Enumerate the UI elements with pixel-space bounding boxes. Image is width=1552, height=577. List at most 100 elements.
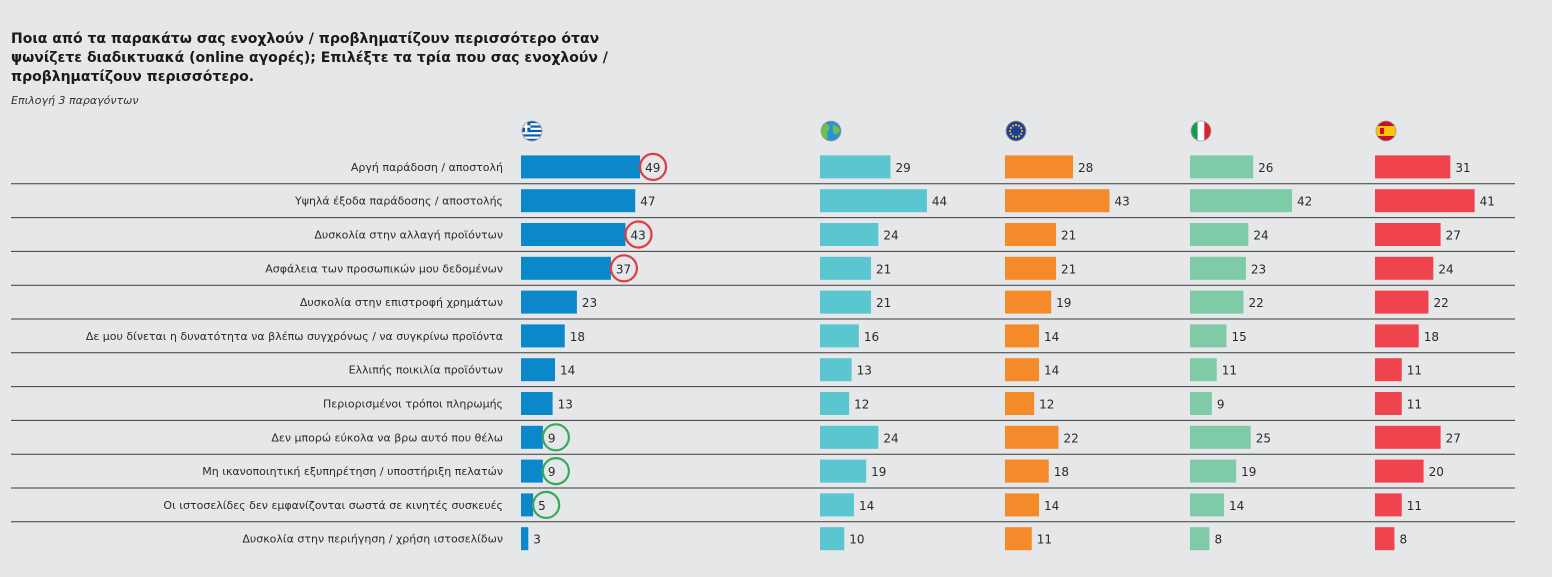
value-label: 14	[859, 499, 874, 513]
value-label: 14	[560, 364, 575, 378]
value-label: 9	[548, 465, 556, 479]
value-label: 41	[1480, 195, 1495, 209]
chart-title: Ποια από τα παρακάτω σας ενοχλούν / προβ…	[11, 31, 608, 85]
bar	[1190, 256, 1246, 280]
bar	[521, 358, 556, 382]
value-label: 9	[1217, 398, 1225, 412]
bar	[820, 493, 855, 517]
value-label: 21	[1061, 262, 1076, 276]
value-label: 24	[1438, 262, 1453, 276]
bar	[1005, 358, 1040, 382]
bar	[1375, 425, 1441, 449]
bar	[521, 256, 611, 280]
bar	[1005, 223, 1057, 246]
bar	[1375, 223, 1441, 246]
category-label: Ασφάλεια των προσωπικών μου δεδομένων	[265, 262, 503, 275]
bar	[521, 392, 553, 415]
bar	[820, 189, 927, 213]
bar	[521, 189, 636, 213]
category-label: Δυσκολία στην αλλαγή προϊόντων	[314, 229, 503, 242]
bar	[820, 256, 872, 280]
value-label: 37	[616, 262, 631, 276]
value-label: 11	[1222, 364, 1237, 378]
category-label: Δυσκολία στην επιστροφή χρημάτων	[300, 296, 503, 309]
value-label: 11	[1407, 398, 1422, 412]
bar	[820, 358, 852, 382]
value-label: 12	[1039, 398, 1054, 412]
highlight-circle	[638, 152, 668, 181]
value-label: 21	[1061, 229, 1076, 243]
category-label: Δεν μπορώ εύκολα να βρω αυτό που θέλω	[271, 431, 503, 444]
value-label: 11	[1407, 364, 1422, 378]
value-label: 8	[1399, 533, 1407, 547]
bar	[521, 425, 543, 449]
icon-ring	[1375, 120, 1397, 142]
category-label: Δε μου δίνεται η δυνατότητα να βλέπω συγ…	[86, 330, 503, 343]
bar	[1190, 392, 1212, 415]
bar	[1190, 459, 1237, 483]
value-label: 14	[1044, 330, 1059, 344]
bar	[1005, 493, 1040, 517]
category-label: Περιορισμένοι τρόποι πληρωμής	[323, 398, 503, 411]
value-label: 42	[1297, 195, 1312, 209]
eu-flag-icon	[1006, 121, 1026, 141]
bar	[820, 223, 879, 246]
spain-flag-icon	[1376, 121, 1396, 141]
value-label: 19	[871, 465, 886, 479]
category-label: Μη ικανοποιητική εξυπηρέτηση / υποστήριξ…	[202, 465, 503, 478]
bar	[1375, 189, 1475, 213]
bar	[1190, 324, 1227, 348]
category-label: Οι ιστοσελίδες δεν εμφανίζονται σωστά σε…	[163, 499, 503, 512]
bar	[820, 290, 872, 314]
bar	[521, 290, 577, 314]
bar	[1375, 256, 1434, 280]
value-label: 12	[854, 398, 869, 412]
bar	[1005, 459, 1049, 483]
value-label: 18	[1054, 465, 1069, 479]
bar	[1190, 223, 1249, 246]
value-label: 24	[883, 431, 898, 445]
value-label: 14	[1044, 499, 1059, 513]
value-label: 26	[1258, 161, 1273, 175]
bar	[1375, 155, 1451, 179]
icon-ring	[521, 120, 543, 142]
bar	[1190, 290, 1244, 314]
value-label: 27	[1446, 431, 1461, 445]
value-label: 22	[1248, 296, 1263, 310]
category-label: Υψηλά έξοδα παράδοσης / αποστολής	[294, 195, 503, 208]
bar	[1190, 493, 1225, 517]
value-label: 21	[876, 262, 891, 276]
bar	[521, 459, 543, 483]
bar	[1005, 290, 1052, 314]
value-label: 11	[1407, 499, 1422, 513]
value-label: 11	[1037, 533, 1052, 547]
value-label: 15	[1231, 330, 1246, 344]
bar	[1005, 155, 1074, 179]
value-label: 22	[1433, 296, 1448, 310]
highlight-circle	[541, 423, 570, 452]
value-label: 10	[849, 533, 864, 547]
value-label: 13	[558, 398, 573, 412]
value-label: 25	[1256, 431, 1271, 445]
value-label: 28	[1078, 161, 1093, 175]
highlight-circle	[541, 457, 570, 486]
value-label: 27	[1446, 229, 1461, 243]
category-label: Δυσκολία στην περιήγηση / χρήση ιστοσελί…	[242, 533, 503, 546]
value-label: 31	[1455, 161, 1470, 175]
bar	[1375, 527, 1395, 551]
category-label: Ελλιπής ποικιλία προϊόντων	[349, 364, 503, 377]
value-label: 47	[640, 195, 655, 209]
highlight-circle	[609, 254, 639, 283]
bar	[820, 527, 845, 551]
highlight-circle	[624, 220, 653, 249]
icon-ring	[820, 120, 842, 142]
value-label: 23	[582, 296, 597, 310]
bar	[521, 324, 565, 348]
bar	[1375, 493, 1402, 517]
value-label: 24	[1253, 229, 1268, 243]
value-label: 44	[932, 195, 947, 209]
greece-flag-icon	[522, 121, 542, 141]
bar	[521, 155, 641, 179]
globe-icon	[821, 121, 841, 141]
